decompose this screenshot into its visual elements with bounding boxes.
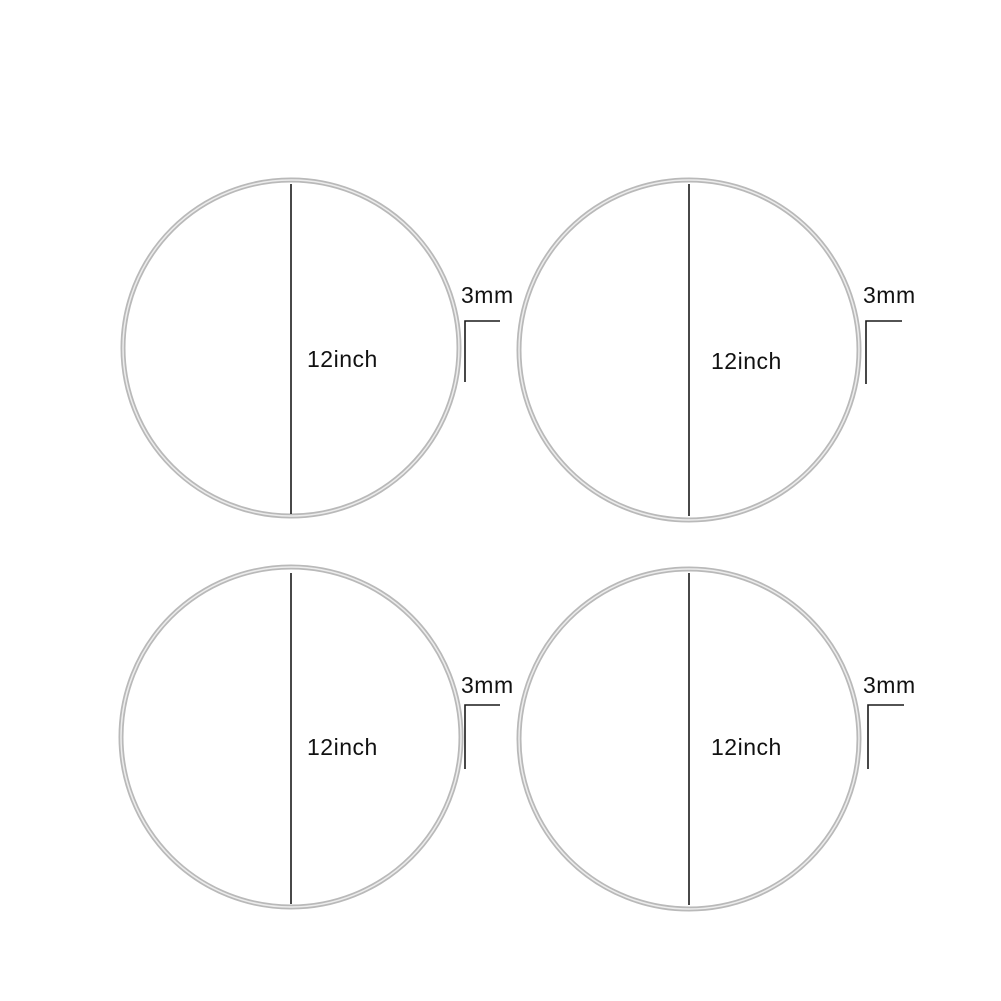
hoop-ring-top-left: 12inch 3mm: [120, 177, 514, 519]
hoop-ring-highlight: [122, 179, 460, 517]
wire-thickness-callout: [464, 704, 500, 769]
wire-thickness-label: 3mm: [461, 282, 514, 308]
wire-thickness-callout: [867, 704, 904, 769]
wire-thickness-callout: [865, 320, 902, 384]
hoop-ring-highlight: [120, 566, 462, 908]
hoop-ring-highlight: [518, 568, 860, 910]
diameter-label: 12inch: [711, 348, 782, 374]
hoop-ring-bottom-left: 12inch 3mm: [118, 564, 514, 910]
wire-thickness-callout: [464, 320, 500, 382]
wire-thickness-label: 3mm: [863, 282, 916, 308]
wire-thickness-label: 3mm: [461, 672, 514, 698]
diameter-label: 12inch: [711, 734, 782, 760]
diameter-label: 12inch: [307, 346, 378, 372]
hoop-ring-highlight: [518, 179, 860, 521]
hoop-ring-bottom-right: 12inch 3mm: [516, 566, 916, 912]
wire-thickness-label: 3mm: [863, 672, 916, 698]
hoop-ring-top-right: 12inch 3mm: [516, 177, 916, 523]
diameter-label: 12inch: [307, 734, 378, 760]
